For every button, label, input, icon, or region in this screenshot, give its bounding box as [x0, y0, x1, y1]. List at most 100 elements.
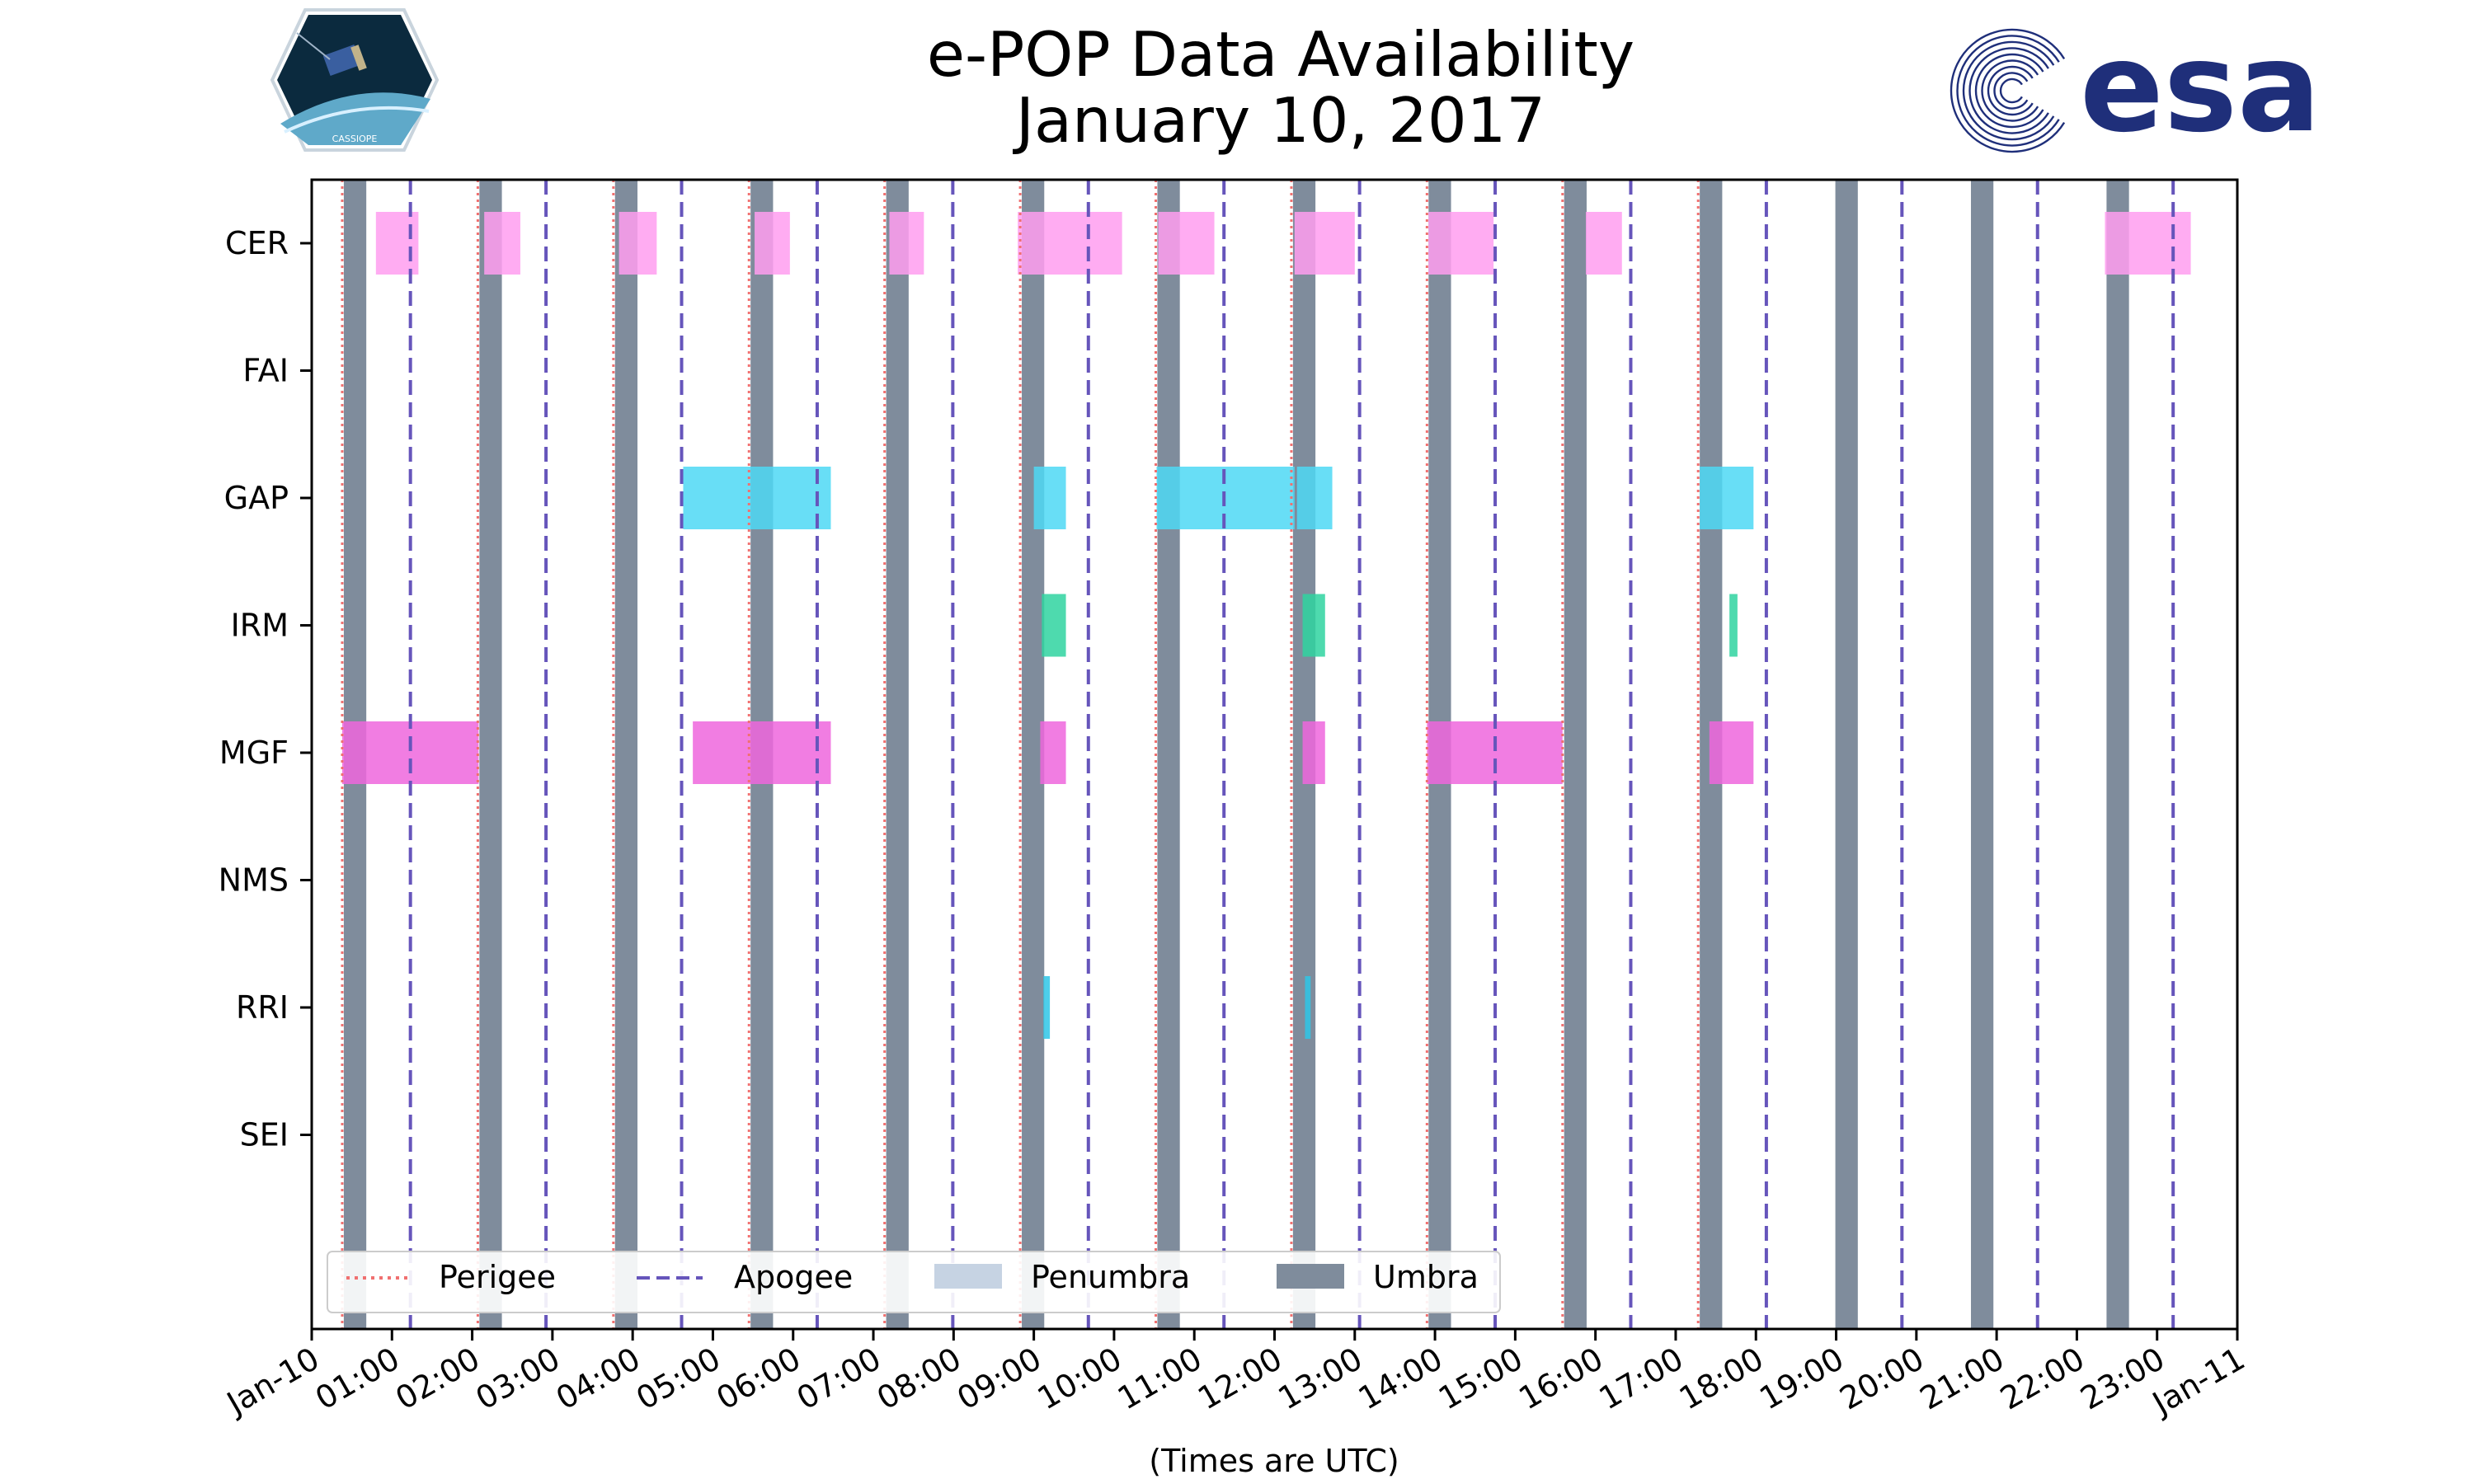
y-tick-label-rri: RRI: [236, 989, 289, 1026]
umbra-band-11: [1835, 180, 1858, 1329]
esa-ring-4: [1974, 53, 2044, 129]
gap-bar-3: [1296, 467, 1333, 529]
mgf-bar-0: [341, 721, 479, 784]
legend: Perigee Apogee Penumbra Umbra: [327, 1251, 1501, 1313]
mgf-bar-2: [1040, 721, 1066, 784]
mgf-bar-3: [1302, 721, 1325, 784]
x-tick-label-6: 06:00: [710, 1341, 807, 1417]
x-tick-label-8: 08:00: [871, 1341, 967, 1417]
cer-bar-8: [1428, 212, 1494, 275]
umbra-band-12: [1970, 180, 1994, 1329]
x-tick-label-13: 13:00: [1272, 1341, 1368, 1417]
x-axis: Jan-1001:0002:0003:0004:0005:0006:0007:0…: [219, 1329, 2251, 1422]
esa-ring-8: [1950, 28, 2066, 153]
x-tick-label-7: 07:00: [791, 1341, 887, 1417]
y-tick-label-cer: CER: [225, 225, 289, 261]
mgf-bar-1: [693, 721, 831, 784]
plot-area: CER FAI GAP IRM MGF NMS RRI SEI Jan-1001:0002:0…: [219, 178, 2251, 1422]
x-tick-label-16: 16:00: [1512, 1341, 1609, 1417]
x-tick-label-12: 12:00: [1192, 1341, 1288, 1417]
x-tick-label-21: 21:00: [1914, 1341, 2011, 1417]
cer-bar-2: [618, 212, 657, 275]
rri-bar-1: [1305, 976, 1311, 1039]
cer-bar-10: [2105, 212, 2191, 275]
data-bars-layer: [341, 212, 2191, 1039]
cassiope-badge-text: CASSIOPE: [332, 134, 378, 144]
perigee-lines-layer: [341, 180, 1700, 1329]
x-tick-label-9: 09:00: [951, 1341, 1047, 1417]
esa-rings: [1950, 28, 2066, 153]
esa-ring-1: [1993, 72, 2029, 110]
umbra-band-9: [1564, 180, 1587, 1329]
cer-bar-1: [484, 212, 520, 275]
legend-frame: [327, 1251, 1501, 1313]
chart-title: e-POP Data Availability: [927, 18, 1634, 91]
x-tick-label-20: 20:00: [1833, 1341, 1930, 1417]
cer-bar-5: [1018, 212, 1122, 275]
legend-penumbra-swatch: [934, 1264, 1002, 1289]
x-tick-label-1: 01:00: [309, 1341, 406, 1417]
plot-frame: [310, 178, 2239, 1331]
mgf-bar-4: [1427, 721, 1563, 784]
y-tick-label-sei: SEI: [240, 1117, 289, 1153]
umbra-band-6: [1157, 180, 1180, 1329]
x-tick-label-24: Jan-11: [2145, 1341, 2251, 1422]
gap-bar-0: [683, 467, 831, 529]
cer-bar-7: [1294, 212, 1355, 275]
irm-bar-1: [1302, 594, 1325, 657]
esa-logo-text: esa: [2080, 16, 2321, 160]
umbra-band-2: [614, 180, 638, 1329]
legend-umbra-swatch: [1277, 1264, 1344, 1289]
chart-subtitle: January 10, 2017: [1013, 84, 1545, 157]
x-tick-label-11: 11:00: [1112, 1341, 1208, 1417]
cer-bar-9: [1585, 212, 1622, 275]
x-tick-label-10: 10:00: [1032, 1341, 1128, 1417]
umbra-band-4: [886, 180, 909, 1329]
esa-ring-7: [1956, 35, 2060, 147]
esa-ring-6: [1962, 40, 2055, 141]
cer-bar-6: [1158, 212, 1215, 275]
y-tick-label-irm: IRM: [231, 608, 289, 644]
x-tick-label-3: 03:00: [470, 1341, 567, 1417]
umbra-band-1: [479, 180, 502, 1329]
y-axis: CER FAI GAP IRM MGF NMS RRI SEI: [219, 225, 312, 1153]
irm-bar-2: [1729, 594, 1738, 657]
legend-apogee-label: Apogee: [734, 1259, 853, 1295]
apogee-lines-layer: [408, 180, 2175, 1329]
esa-ring-3: [1981, 59, 2039, 122]
legend-perigee-label: Perigee: [439, 1259, 556, 1295]
y-tick-label-nms: NMS: [219, 862, 289, 899]
legend-umbra-label: Umbra: [1373, 1259, 1479, 1295]
umbra-layer: [343, 180, 2129, 1329]
gap-bar-1: [1033, 467, 1066, 529]
rri-bar-0: [1043, 976, 1051, 1039]
x-tick-label-4: 04:00: [550, 1341, 647, 1417]
x-tick-label-19: 19:00: [1753, 1341, 1850, 1417]
irm-bar-0: [1042, 594, 1066, 657]
y-tick-label-mgf: MGF: [219, 735, 289, 771]
x-tick-label-5: 05:00: [630, 1341, 727, 1417]
mgf-bar-5: [1709, 721, 1754, 784]
y-tick-label-gap: GAP: [224, 480, 289, 516]
x-tick-label-14: 14:00: [1352, 1341, 1449, 1417]
cer-bar-4: [889, 212, 924, 275]
esa-ring-5: [1968, 47, 2049, 134]
cer-bar-3: [755, 212, 790, 275]
legend-penumbra-label: Penumbra: [1031, 1259, 1190, 1295]
cassiope-mission-logo: CASSIOPE: [270, 8, 440, 152]
gap-bar-4: [1700, 467, 1754, 529]
x-tick-label-17: 17:00: [1593, 1341, 1690, 1417]
x-tick-label-0: Jan-10: [219, 1341, 325, 1422]
y-tick-label-fai: FAI: [242, 353, 289, 389]
x-axis-label: (Times are UTC): [1149, 1443, 1399, 1479]
x-tick-label-18: 18:00: [1673, 1341, 1770, 1417]
esa-ring-2: [1987, 65, 2034, 116]
x-tick-label-2: 02:00: [389, 1341, 486, 1417]
esa-ring-0: [1999, 77, 2023, 104]
x-tick-label-15: 15:00: [1432, 1341, 1529, 1417]
x-tick-label-22: 22:00: [1994, 1341, 2091, 1417]
cer-bar-0: [375, 212, 419, 275]
umbra-band-13: [2106, 180, 2129, 1329]
esa-logo: esa: [1950, 16, 2321, 160]
